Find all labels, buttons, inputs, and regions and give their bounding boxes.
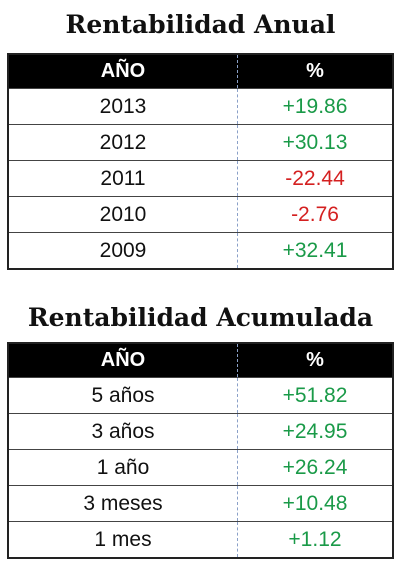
table-cell: 3 meses xyxy=(8,485,238,522)
table-row: 2013 +19.86 xyxy=(8,88,393,125)
table-cell: -22.44 xyxy=(237,160,393,197)
table-cell: +51.82 xyxy=(237,377,393,414)
table-title: Rentabilidad Acumulada xyxy=(27,303,374,332)
table-cell: 1 año xyxy=(8,449,238,486)
table-cell: +19.86 xyxy=(237,88,393,125)
table-row: 3 meses +10.48 xyxy=(8,485,393,522)
table-cell: +30.13 xyxy=(237,124,393,161)
table-cell: 3 años xyxy=(8,413,238,450)
table-cell: +26.24 xyxy=(237,449,393,486)
table-cell: 1 mes xyxy=(8,521,238,558)
data-table: AÑO% 2013 +19.86 2012 +30.13 2011 -22.44 2010 -2… xyxy=(7,53,394,270)
table-cell: +10.48 xyxy=(237,485,393,522)
header-cell: AÑO xyxy=(8,343,238,378)
table-cell: +32.41 xyxy=(237,232,393,269)
table-cell: 2009 xyxy=(8,232,238,269)
header-row: AÑO% xyxy=(8,343,393,378)
table-cell: 5 años xyxy=(8,377,238,414)
table-row: 5 años +51.82 xyxy=(8,377,393,414)
table-cell: +1.12 xyxy=(237,521,393,558)
header-cell: % xyxy=(237,54,393,89)
table-row: 2012 +30.13 xyxy=(8,124,393,161)
table-cell: 2012 xyxy=(8,124,238,161)
header-cell: % xyxy=(237,343,393,378)
table-cell: +24.95 xyxy=(237,413,393,450)
table-title: Rentabilidad Anual xyxy=(65,10,336,39)
table-cell: 2011 xyxy=(8,160,238,197)
table-cell: -2.76 xyxy=(237,196,393,233)
table-row: 1 mes +1.12 xyxy=(8,521,393,558)
table-cell: 2013 xyxy=(8,88,238,125)
table-row: 2009 +32.41 xyxy=(8,232,393,269)
table-row: 3 años +24.95 xyxy=(8,413,393,450)
header-cell: AÑO xyxy=(8,54,238,89)
table-row: 1 año +26.24 xyxy=(8,449,393,486)
header-row: AÑO% xyxy=(8,54,393,89)
table-row: 2010 -2.76 xyxy=(8,196,393,233)
table-row: 2011 -22.44 xyxy=(8,160,393,197)
data-table: AÑO% 5 años +51.82 3 años +24.95 1 año +26.24 3… xyxy=(7,342,394,559)
table-cell: 2010 xyxy=(8,196,238,233)
